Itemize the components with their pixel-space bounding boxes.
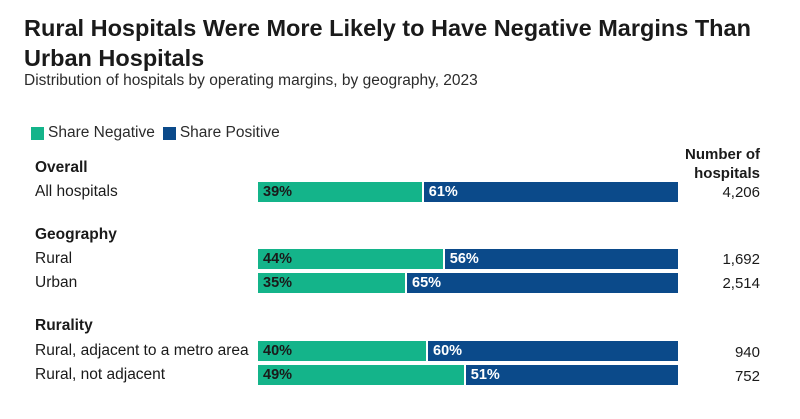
count-urban: 2,514 bbox=[722, 275, 760, 292]
row-label-rural-not-adjacent: Rural, not adjacent bbox=[35, 366, 166, 383]
count-rural: 1,692 bbox=[722, 251, 760, 268]
bar-segment-negative: 40% bbox=[258, 341, 426, 361]
legend-label-positive: Share Positive bbox=[179, 124, 280, 141]
bar-rural-adjacent: 40% 60% bbox=[258, 341, 678, 361]
legend-item-negative: Share Negative bbox=[31, 124, 155, 142]
bar-rural-not-adjacent: 49% 51% bbox=[258, 365, 678, 385]
bar-segment-positive: 56% bbox=[442, 249, 678, 269]
legend-swatch-positive bbox=[162, 126, 176, 140]
bar-value-negative: 40% bbox=[263, 343, 293, 359]
row-label-urban: Urban bbox=[35, 274, 78, 291]
count-header-line-1: Number of hospitals bbox=[685, 146, 760, 182]
bar-segment-negative: 39% bbox=[258, 182, 422, 202]
legend-label-negative: Share Negative bbox=[48, 124, 155, 141]
count-rural-adjacent: 940 bbox=[734, 344, 760, 361]
bar-segment-positive: 65% bbox=[405, 273, 678, 293]
row-label-rural: Rural bbox=[35, 250, 73, 267]
count-all-hospitals: 4,206 bbox=[722, 184, 760, 201]
group-heading-geography: Geography bbox=[35, 226, 117, 243]
bar-rural: 44% 56% bbox=[258, 249, 678, 269]
bar-value-positive: 61% bbox=[428, 184, 458, 200]
row-label-all-hospitals: All hospitals bbox=[35, 183, 118, 200]
bar-segment-negative: 44% bbox=[258, 249, 443, 269]
bar-value-positive: 56% bbox=[449, 251, 479, 267]
bar-value-positive: 65% bbox=[412, 275, 442, 291]
legend-swatch-negative bbox=[31, 126, 44, 140]
bar-segment-positive: 60% bbox=[426, 341, 678, 361]
bar-value-negative: 49% bbox=[263, 367, 293, 383]
bar-segment-positive: 51% bbox=[463, 365, 678, 385]
bar-value-negative: 44% bbox=[263, 251, 293, 267]
group-heading-rurality: Rurality bbox=[35, 317, 93, 334]
bar-all-hospitals: 39% 61% bbox=[258, 182, 678, 202]
bar-urban: 35% 65% bbox=[258, 273, 678, 293]
bar-segment-positive: 61% bbox=[421, 182, 678, 202]
legend-item-positive: Share Positive bbox=[162, 124, 280, 142]
group-heading-overall: Overall bbox=[35, 159, 88, 176]
bar-segment-negative: 49% bbox=[258, 365, 464, 385]
bar-value-positive: 60% bbox=[433, 343, 463, 359]
chart-title: Rural Hospitals Were More Likely to Have… bbox=[24, 15, 751, 71]
legend: Share Negative Share Positive bbox=[31, 124, 288, 142]
chart-subtitle: Distribution of hospitals by operating m… bbox=[24, 72, 478, 89]
row-label-rural-adjacent: Rural, adjacent to a metro area bbox=[35, 342, 249, 359]
count-column-header: Number of hospitals bbox=[670, 145, 760, 183]
count-rural-not-adjacent: 752 bbox=[734, 368, 760, 385]
bar-segment-negative: 35% bbox=[258, 273, 405, 293]
bar-value-negative: 39% bbox=[263, 184, 293, 200]
bar-value-positive: 51% bbox=[470, 367, 500, 383]
bar-value-negative: 35% bbox=[263, 275, 293, 291]
